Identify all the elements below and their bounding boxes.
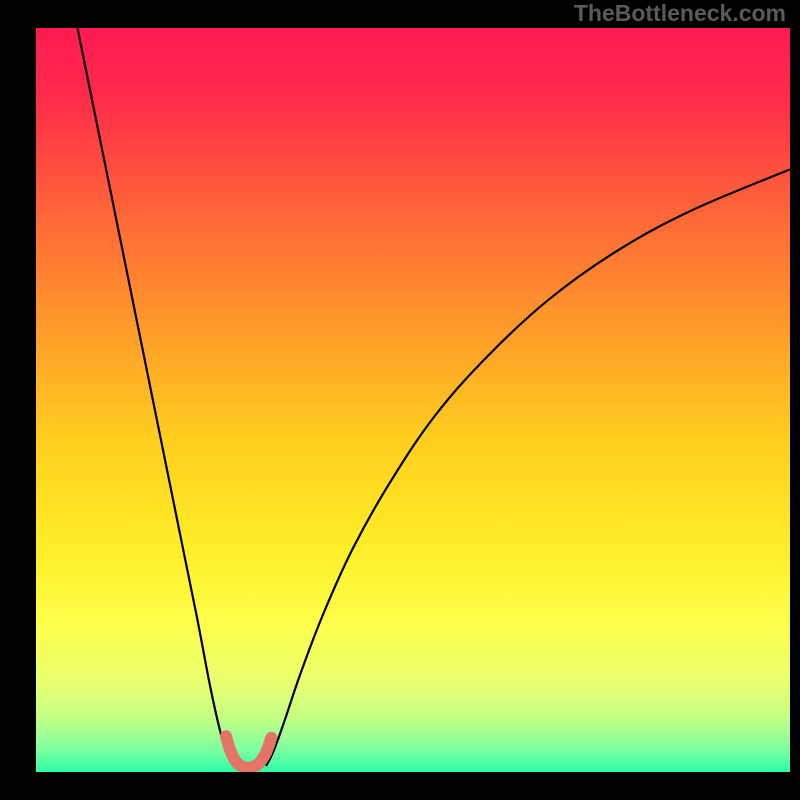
chart-svg [36,28,790,772]
watermark-text: TheBottleneck.com [574,0,786,27]
chart-frame: TheBottleneck.com [0,0,800,800]
plot-area [36,28,790,772]
gradient-background [36,28,790,772]
